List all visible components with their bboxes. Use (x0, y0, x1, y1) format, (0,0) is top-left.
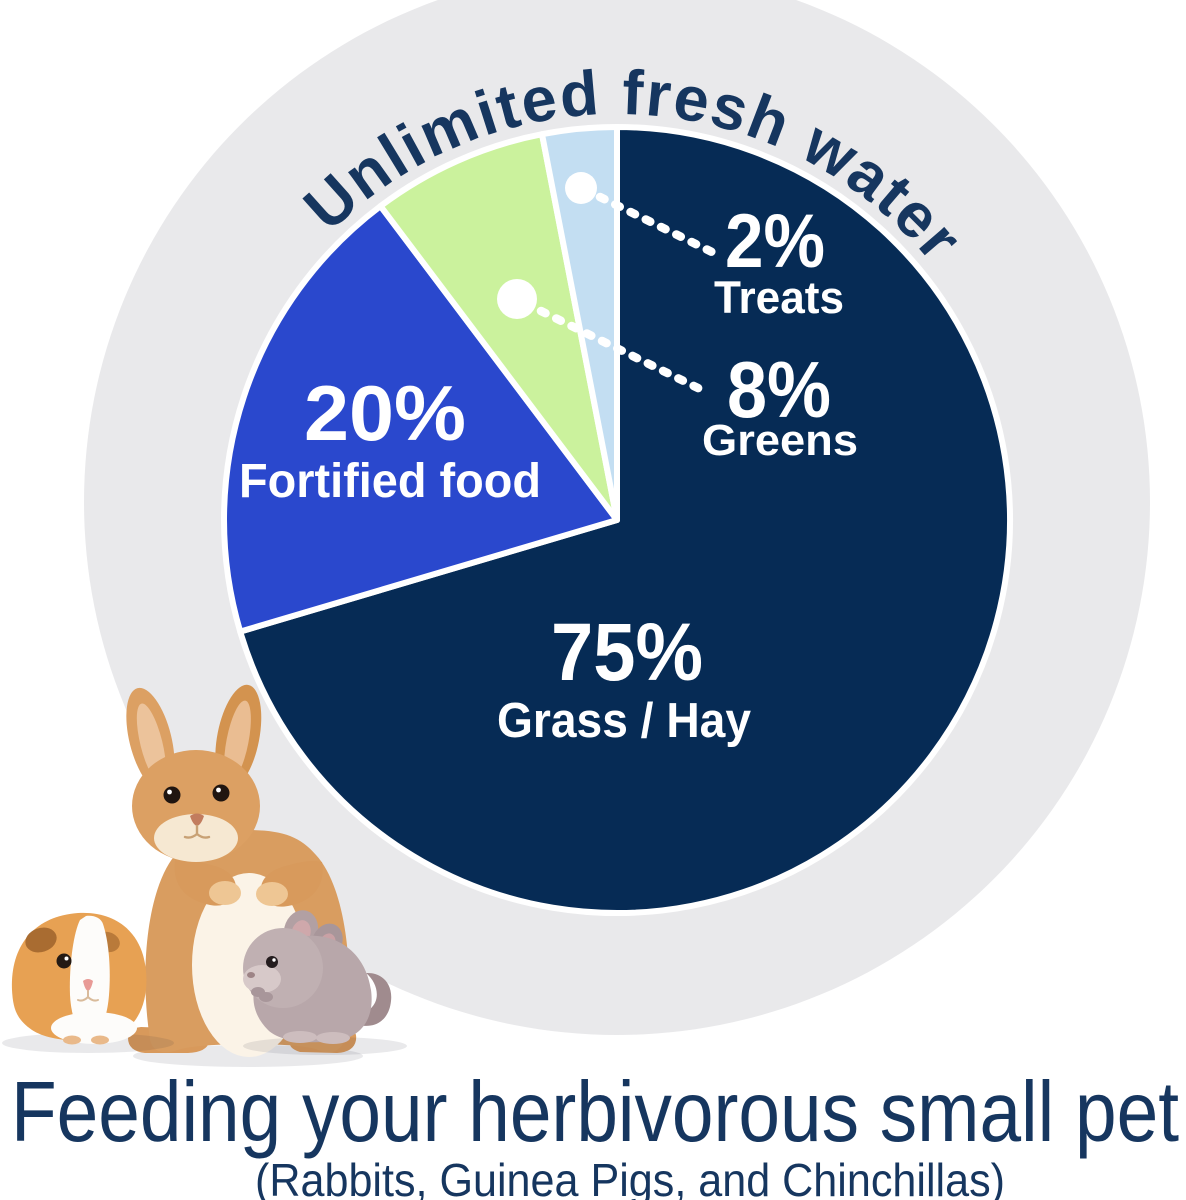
chinchilla-nose (247, 972, 255, 978)
pie-chart (221, 123, 1013, 916)
caption-title: Feeding your herbivorous small pet (11, 1065, 1179, 1160)
leader-line-treats (595, 192, 719, 258)
slice-labels: 2% Treats 8% Greens 20% Fortified food 7… (239, 199, 858, 748)
leader-line-greens (536, 306, 707, 395)
label-fortified-name: Fortified food (239, 455, 541, 508)
label-grass-pct: 75% (551, 607, 703, 698)
callouts (497, 172, 719, 395)
guinea-pig-nose (83, 979, 93, 991)
guinea-pig-ear-left (25, 927, 57, 953)
label-treats-name: Treats (714, 272, 844, 323)
callout-dot-treats (565, 172, 597, 204)
slice-fortified-food (221, 203, 620, 635)
rabbit-eye-right (212, 784, 230, 802)
chinchilla-eye (266, 956, 278, 968)
label-greens-pct: 8% (727, 345, 831, 434)
chinchilla-shadow (243, 1037, 407, 1055)
rabbit-eye-left (163, 786, 181, 804)
label-greens-name: Greens (702, 416, 858, 465)
slice-treats (539, 123, 620, 523)
chinchilla-tail (350, 972, 392, 1026)
caption-subtitle: (Rabbits, Guinea Pigs, and Chinchillas) (255, 1154, 1005, 1200)
label-treats-pct: 2% (725, 199, 825, 284)
rabbit-illustration (126, 684, 363, 1067)
chinchilla-illustration (243, 910, 407, 1055)
callout-dot-greens (497, 279, 537, 319)
label-fortified-pct: 20% (304, 369, 466, 457)
guinea-pig-illustration (2, 912, 174, 1053)
rabbit-nose (190, 813, 204, 826)
guinea-pig-eye (56, 953, 72, 969)
label-grass-name: Grass / Hay (497, 694, 751, 748)
slice-grass-hay (237, 124, 1013, 916)
